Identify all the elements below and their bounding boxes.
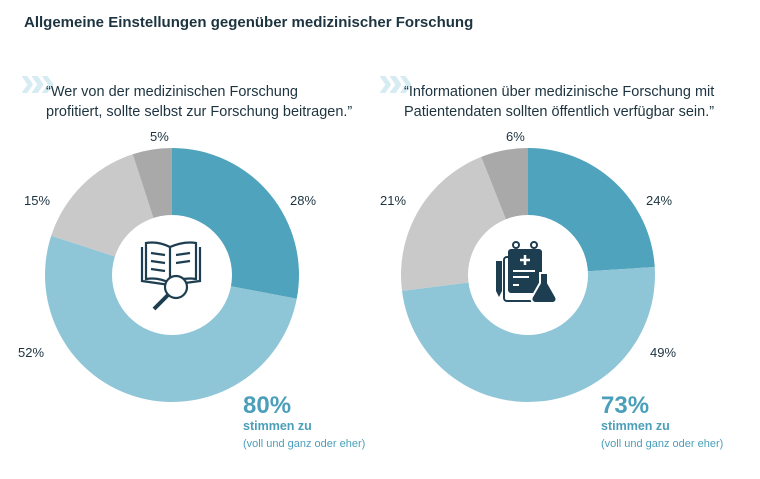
summary-label: stimmen zu [243, 419, 312, 433]
summary-note: (voll und ganz oder eher) [601, 438, 724, 450]
quote-line: profitiert, sollte selbst zur Forschung … [46, 104, 353, 120]
quote-line: “Informationen über medizinische Forschu… [404, 84, 715, 100]
donut-hole [112, 215, 232, 335]
slice-label: 28% [290, 193, 317, 208]
summary-value: 73% [601, 392, 650, 419]
page-title: Allgemeine Einstellungen gegenüber mediz… [24, 14, 474, 31]
slice-label: 52% [18, 345, 45, 360]
slice-label: 24% [646, 193, 673, 208]
clipboard-flask-icon [496, 241, 558, 304]
quote-right: “Informationen über medizinische Forschu… [404, 82, 714, 122]
slice-label: 6% [506, 129, 525, 144]
summary-value: 80% [243, 392, 292, 419]
quote-line: Patientendaten sollten öffentlich verfüg… [404, 104, 715, 120]
quote-left: “Wer von der medizinischen Forschung pro… [46, 82, 352, 122]
slice-label: 5% [150, 129, 169, 144]
slice-label: 21% [380, 193, 407, 208]
slice-label: 49% [650, 345, 677, 360]
quote-line: “Wer von der medizinischen Forschung [46, 84, 298, 100]
slice-label: 15% [24, 193, 51, 208]
summary-label: stimmen zu [601, 419, 670, 433]
summary-note: (voll und ganz oder eher) [243, 438, 366, 450]
book-magnifier-icon [140, 241, 202, 311]
